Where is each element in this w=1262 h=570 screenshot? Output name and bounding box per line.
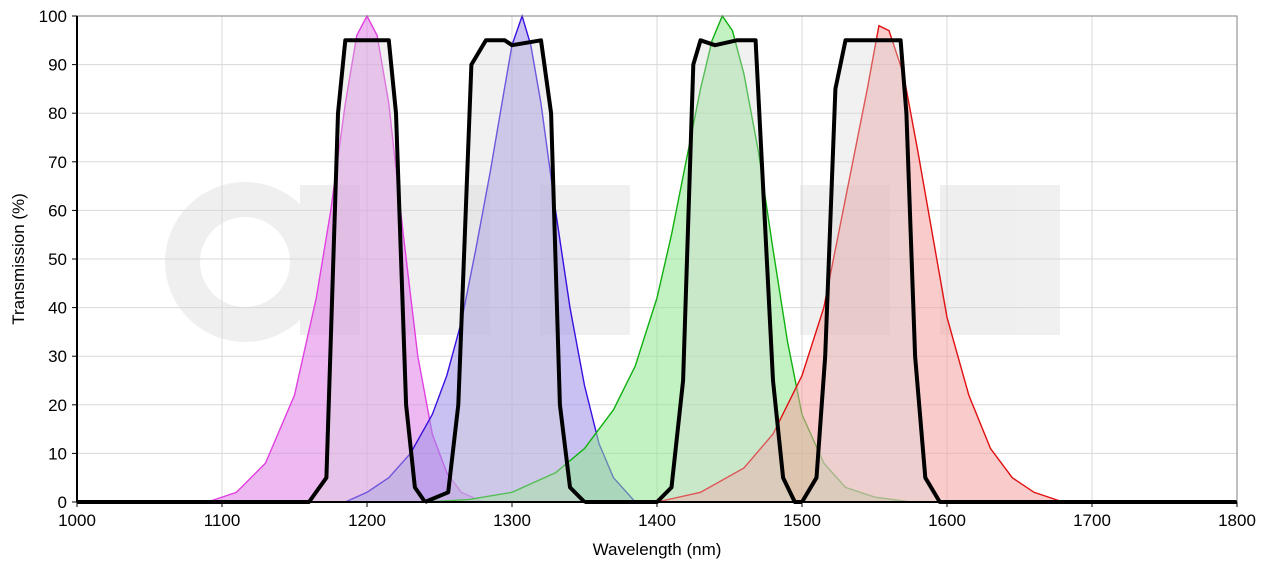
y-tick-label: 90 <box>48 56 67 75</box>
filter-line-4 <box>800 38 1237 504</box>
series-area-3 <box>425 16 911 502</box>
y-axis-label: Transmission (%) <box>9 193 28 325</box>
y-tick-label: 40 <box>48 299 67 318</box>
x-tick-label: 1400 <box>638 511 676 530</box>
series-line-2 <box>345 13 636 503</box>
y-tick-label: 10 <box>48 444 67 463</box>
x-axis-label: Wavelength (nm) <box>593 540 722 559</box>
series-area-2 <box>345 16 636 502</box>
x-tick-label: 1800 <box>1218 511 1256 530</box>
series-layer <box>207 13 1064 503</box>
x-tick-label: 1500 <box>783 511 821 530</box>
filter-area-2 <box>425 40 585 503</box>
filter-area-4 <box>802 40 1237 503</box>
x-tick-label: 1000 <box>58 511 96 530</box>
filter-area-3 <box>584 40 802 503</box>
series-area-1 <box>207 16 483 502</box>
x-tick-label: 1600 <box>928 511 966 530</box>
y-tick-label: 70 <box>48 153 67 172</box>
x-tick-label: 1300 <box>493 511 531 530</box>
filter-line-3 <box>584 38 802 504</box>
y-tick-label: 60 <box>48 201 67 220</box>
series-area-4 <box>657 25 1063 502</box>
x-tick-label: 1200 <box>348 511 386 530</box>
y-tick-label: 100 <box>39 7 67 26</box>
y-tick-label: 0 <box>58 493 67 512</box>
filter-line-2 <box>424 38 586 504</box>
x-tick-label: 1700 <box>1073 511 1111 530</box>
filter-layer <box>77 38 1237 504</box>
y-tick-labels: 0 10 20 30 40 50 60 70 80 90 100 <box>39 7 77 512</box>
y-tick-label: 50 <box>48 250 67 269</box>
y-tick-label: 20 <box>48 396 67 415</box>
y-tick-label: 30 <box>48 347 67 366</box>
y-tick-label: 80 <box>48 104 67 123</box>
filter-line-1 <box>77 38 427 504</box>
x-tick-label: 1100 <box>204 511 241 530</box>
x-tick-labels: 1000 1100 1200 1300 1400 1500 1600 1700 1800 <box>58 502 1256 530</box>
